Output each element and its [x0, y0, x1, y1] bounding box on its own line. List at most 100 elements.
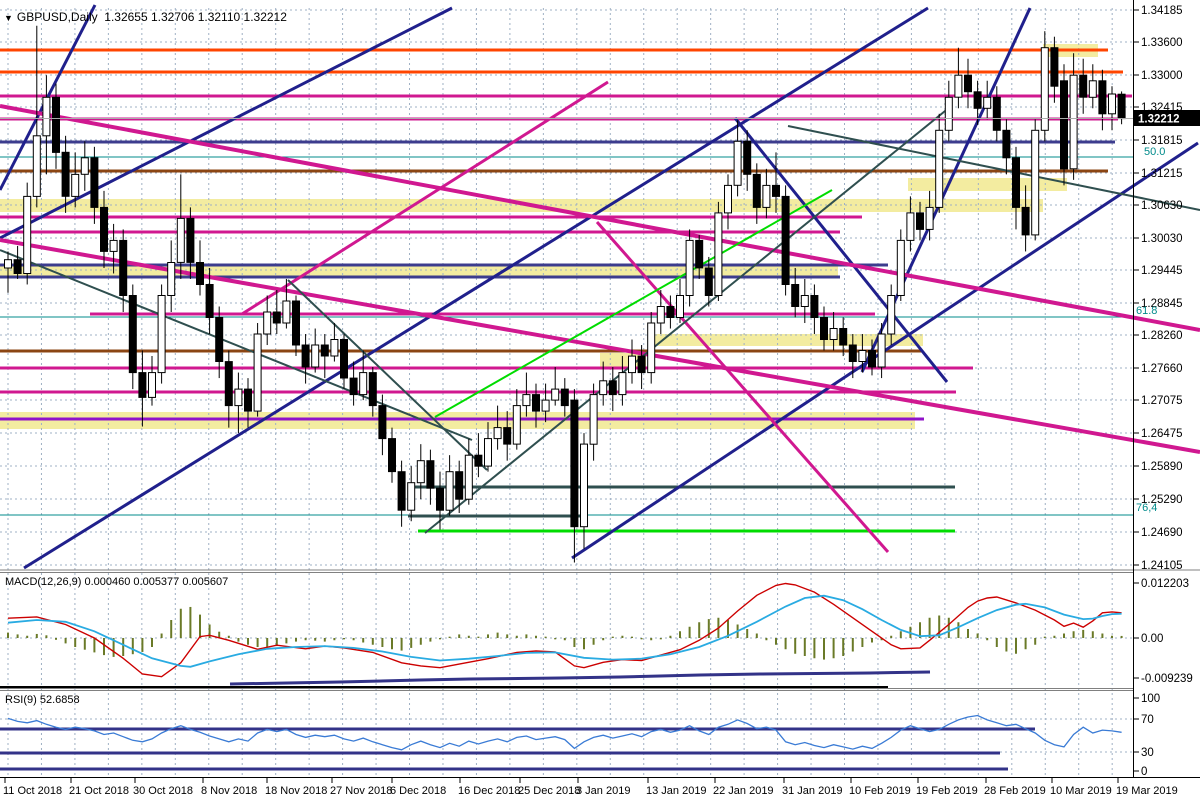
candle[interactable] [829, 328, 838, 340]
candle[interactable] [791, 284, 800, 307]
candle[interactable] [810, 295, 819, 318]
candle[interactable] [13, 259, 22, 275]
candle[interactable] [820, 317, 828, 340]
candle[interactable] [1108, 93, 1116, 115]
candle[interactable] [541, 399, 550, 412]
candle[interactable] [493, 427, 502, 440]
candle[interactable] [464, 454, 473, 500]
candle[interactable] [877, 333, 886, 368]
candle[interactable] [704, 267, 713, 296]
candle[interactable] [119, 239, 128, 296]
candle[interactable] [983, 96, 992, 109]
candle[interactable] [474, 454, 483, 467]
candle[interactable] [628, 355, 636, 374]
candle[interactable] [157, 295, 166, 374]
candle[interactable] [848, 344, 857, 362]
candle[interactable] [714, 212, 723, 296]
candle[interactable] [176, 217, 185, 263]
candle[interactable] [128, 295, 137, 374]
candle[interactable] [90, 157, 99, 208]
candle[interactable] [570, 399, 579, 528]
candle[interactable] [167, 262, 176, 296]
candle[interactable] [733, 140, 742, 186]
candle[interactable] [637, 355, 646, 374]
trend-line[interactable] [287, 279, 488, 471]
candle[interactable] [263, 311, 272, 335]
candle[interactable] [944, 96, 953, 131]
candle[interactable] [388, 438, 396, 473]
candle[interactable] [426, 460, 435, 489]
candle[interactable] [560, 388, 569, 407]
candle[interactable] [292, 300, 300, 346]
highlight-band[interactable] [650, 334, 923, 346]
trend-line[interactable] [0, 249, 473, 441]
candle[interactable] [1060, 80, 1068, 170]
candle[interactable] [100, 206, 108, 252]
candle[interactable] [906, 212, 915, 241]
candle[interactable] [1069, 74, 1078, 170]
candle[interactable] [800, 295, 809, 307]
candle[interactable] [676, 295, 684, 318]
candle[interactable] [445, 471, 454, 511]
candle[interactable] [282, 300, 291, 324]
candle[interactable] [580, 443, 588, 528]
candle[interactable] [378, 405, 387, 440]
symbol-dropdown-icon[interactable]: ▼ [4, 13, 13, 23]
candle[interactable] [1050, 47, 1059, 87]
candle[interactable] [964, 74, 972, 93]
candle[interactable] [935, 129, 944, 208]
candle[interactable] [455, 471, 464, 500]
candle[interactable] [1088, 80, 1097, 98]
candle[interactable] [215, 317, 224, 362]
trend-line[interactable] [787, 125, 1200, 211]
price-axis[interactable]: 1.341851.336001.330001.324151.318151.312… [1134, 5, 1200, 778]
candle[interactable] [320, 344, 329, 357]
candle[interactable] [1079, 74, 1088, 98]
candle[interactable] [311, 344, 320, 368]
candle[interactable] [1117, 93, 1126, 120]
highlight-band[interactable] [0, 266, 838, 277]
candle[interactable] [551, 388, 560, 401]
candle[interactable] [992, 96, 1001, 131]
candle[interactable] [916, 212, 924, 230]
candle[interactable] [503, 427, 512, 445]
candle[interactable] [253, 333, 262, 412]
candle[interactable] [656, 306, 665, 324]
candle[interactable] [71, 173, 80, 197]
candle[interactable] [272, 311, 281, 324]
candle[interactable] [685, 239, 694, 296]
trend-line[interactable] [23, 6, 929, 570]
candle[interactable] [1021, 206, 1030, 236]
candle[interactable] [647, 322, 656, 374]
candle[interactable] [186, 217, 195, 263]
candle[interactable] [340, 339, 348, 379]
candle[interactable] [973, 91, 982, 109]
candle[interactable] [349, 377, 358, 396]
candle[interactable] [4, 259, 12, 269]
candle[interactable] [666, 306, 675, 318]
candle[interactable] [61, 151, 70, 197]
candle[interactable] [1040, 47, 1049, 131]
candle[interactable] [762, 184, 771, 208]
candle[interactable] [512, 405, 521, 445]
candle[interactable] [244, 388, 252, 412]
candle[interactable] [23, 195, 32, 274]
candle[interactable] [301, 344, 310, 368]
candle[interactable] [896, 239, 905, 296]
candle[interactable] [608, 380, 617, 396]
candle[interactable] [359, 372, 368, 396]
trend-line[interactable] [434, 189, 833, 418]
candle[interactable] [32, 135, 41, 197]
candle[interactable] [695, 239, 704, 269]
macd-drawn-line[interactable] [229, 670, 931, 686]
candle[interactable] [1012, 157, 1020, 208]
trend-line[interactable] [595, 221, 890, 553]
candle[interactable] [839, 328, 848, 346]
candle[interactable] [858, 350, 867, 362]
candle[interactable] [138, 372, 147, 398]
trend-line[interactable] [424, 106, 951, 534]
trend-line[interactable] [241, 80, 609, 316]
candle[interactable] [781, 195, 790, 285]
highlight-band[interactable] [908, 178, 1067, 191]
candle[interactable] [868, 350, 876, 368]
